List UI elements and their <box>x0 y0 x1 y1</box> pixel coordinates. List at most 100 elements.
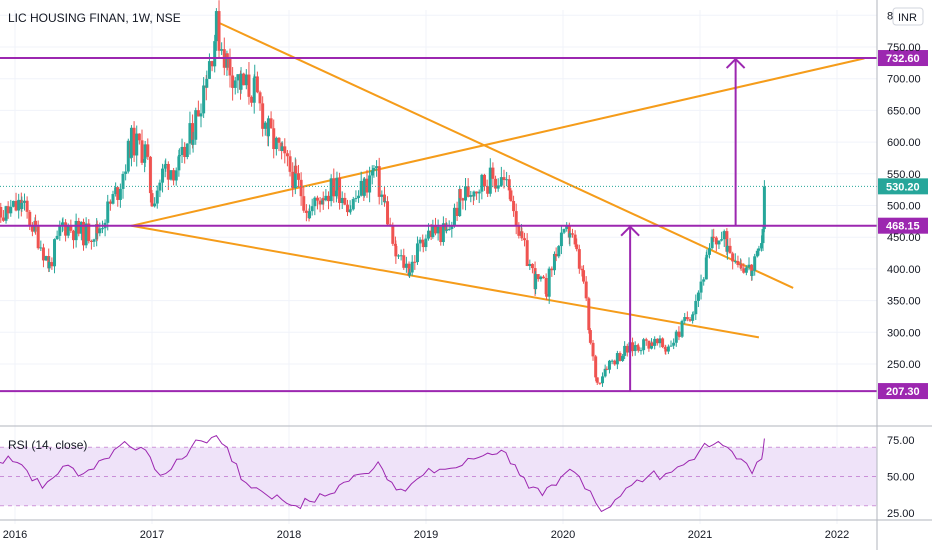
candle <box>696 290 700 308</box>
candle <box>61 217 65 231</box>
candle <box>750 270 754 281</box>
candle <box>636 343 640 353</box>
candle <box>539 275 543 282</box>
candle <box>349 205 353 215</box>
candle <box>188 111 192 155</box>
candle <box>761 225 765 251</box>
candle <box>598 382 602 385</box>
last-price-tag <box>878 178 928 195</box>
candle <box>236 74 240 94</box>
candle <box>545 287 549 301</box>
candle <box>552 251 556 276</box>
candle <box>509 188 513 202</box>
candle <box>180 138 184 164</box>
candle <box>252 74 256 114</box>
trendline[interactable] <box>131 57 865 227</box>
candle <box>575 238 579 252</box>
candle <box>103 219 107 237</box>
candle <box>158 179 162 198</box>
candle <box>340 191 344 210</box>
candle <box>39 240 43 252</box>
candle <box>285 149 289 167</box>
candle <box>11 200 15 208</box>
candle <box>313 196 317 216</box>
candle <box>255 71 259 94</box>
candle <box>233 76 237 95</box>
candle <box>302 187 306 213</box>
candle <box>573 230 577 248</box>
candle <box>699 274 703 300</box>
candle <box>199 103 203 128</box>
candle <box>450 221 454 238</box>
x-tick-label: 2017 <box>140 529 164 541</box>
candle <box>731 251 735 270</box>
price-tick-label: 700.00 <box>887 74 921 86</box>
candle <box>213 34 217 73</box>
candle <box>372 165 376 178</box>
candle <box>310 198 314 216</box>
candle <box>239 67 243 94</box>
candle <box>469 190 473 203</box>
candle <box>486 185 490 198</box>
candle <box>439 226 443 246</box>
x-tick-label: 2022 <box>825 529 849 541</box>
candle <box>605 366 609 371</box>
candle <box>380 190 384 206</box>
candle <box>357 190 361 203</box>
price-tick-label: 500.00 <box>887 201 921 213</box>
candle <box>383 197 387 204</box>
trendline[interactable] <box>215 20 794 289</box>
rsi-band <box>0 447 877 506</box>
candle <box>655 338 659 346</box>
candle <box>523 232 527 247</box>
candle <box>9 199 13 217</box>
candle <box>603 364 607 378</box>
candle <box>694 294 698 320</box>
candle <box>214 8 218 51</box>
candle <box>386 196 390 227</box>
rsi-title: RSI (14, close) <box>8 438 87 452</box>
candle <box>736 255 740 268</box>
candle <box>272 119 276 159</box>
candle <box>647 340 651 352</box>
trendline[interactable] <box>131 224 760 339</box>
candle <box>20 196 24 212</box>
candle <box>196 100 200 117</box>
candle <box>329 174 333 207</box>
candle <box>441 216 445 246</box>
candle <box>639 347 643 355</box>
candle <box>702 277 706 286</box>
candle <box>613 359 617 366</box>
candle <box>562 228 566 235</box>
candle <box>431 219 435 239</box>
candle <box>466 178 470 198</box>
candle <box>547 266 551 304</box>
candle <box>84 217 88 249</box>
candle <box>445 222 449 234</box>
candle <box>153 197 157 208</box>
price-tick-label: 750.00 <box>887 42 921 54</box>
candle <box>332 168 336 203</box>
candle <box>304 204 308 222</box>
candle <box>683 312 687 324</box>
candle <box>742 263 746 274</box>
candle <box>584 276 588 302</box>
candle <box>177 149 181 177</box>
candle <box>368 166 372 203</box>
candle <box>166 161 170 191</box>
candle <box>163 160 167 178</box>
target-arrow[interactable] <box>620 225 640 392</box>
candle <box>415 236 419 265</box>
candle <box>610 359 614 365</box>
rsi-line <box>0 434 765 513</box>
candle <box>461 197 465 210</box>
target-arrow[interactable] <box>725 57 746 226</box>
candle <box>277 137 281 152</box>
candle <box>677 326 681 341</box>
candle <box>50 257 54 270</box>
candle <box>542 275 546 279</box>
currency-badge[interactable] <box>892 7 924 26</box>
x-tick-label: 2021 <box>688 529 712 541</box>
chart-title: LIC HOUSING FINAN, 1W, NSE <box>8 11 181 25</box>
